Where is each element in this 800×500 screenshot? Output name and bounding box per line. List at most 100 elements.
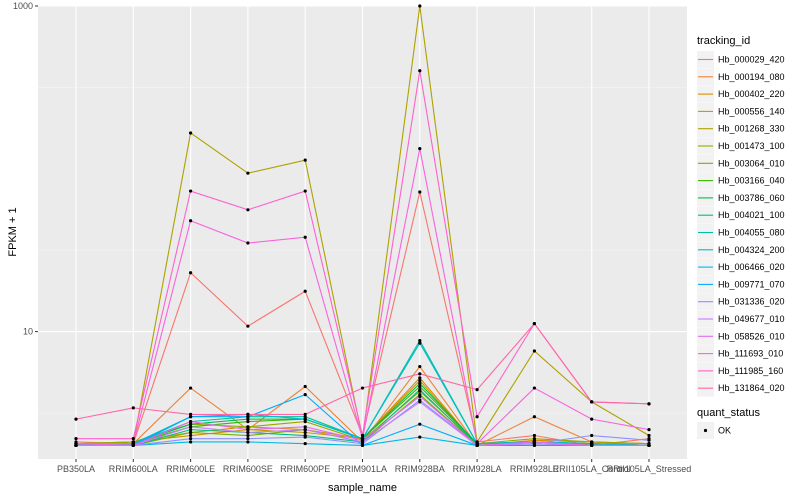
x-axis: PB350LA RRIM600LA RRIM600LE RRIM600SE RRIM60… [57, 459, 691, 474]
x-tick-label: RRIM928BA [395, 464, 445, 474]
legend-label: Hb_004021_100 [718, 210, 785, 220]
data-points [74, 4, 651, 447]
legend-label: Hb_000029_420 [718, 55, 785, 65]
data-point [418, 381, 422, 386]
legend-label: Hb_004055_080 [718, 228, 785, 238]
legend-label: Hb_000556_140 [718, 106, 785, 116]
data-point [246, 425, 250, 429]
legend: tracking_id Hb_000029_420 Hb_000194_080 Hb… [697, 35, 785, 397]
x-tick-label: RRIM600SE [223, 464, 273, 474]
legend-quant-status-title: quant_status [697, 407, 760, 419]
data-point [246, 430, 250, 435]
data-point [303, 430, 307, 435]
legend-label: Hb_111693_010 [718, 349, 783, 359]
data-point [246, 171, 250, 175]
data-point [360, 433, 365, 438]
data-point [189, 412, 193, 417]
y-tick-label: 10 [23, 327, 33, 337]
data-point [303, 425, 307, 429]
data-point [246, 420, 250, 424]
data-point [189, 422, 193, 426]
data-point [131, 437, 135, 441]
data-point [74, 437, 78, 441]
legend-label: Hb_003166_040 [718, 176, 785, 186]
legend-label: Hb_000402_220 [718, 89, 785, 99]
data-point [189, 131, 193, 135]
data-point [189, 386, 193, 390]
data-point [475, 388, 479, 392]
data-point [418, 190, 422, 194]
data-point [189, 189, 193, 193]
data-point [532, 321, 537, 326]
data-point [532, 415, 537, 419]
data-point [418, 147, 422, 151]
legend-label: Hb_009771_070 [718, 279, 785, 289]
x-tick-label: RRIM600LA [109, 464, 158, 474]
legend-label: Hb_003064_010 [718, 158, 785, 168]
data-point [303, 417, 307, 421]
legend-label: Hb_006466_020 [718, 262, 785, 272]
y-axis-title: FPKM + 1 [7, 207, 19, 256]
data-point [418, 394, 422, 398]
data-point [532, 349, 537, 353]
data-point [418, 376, 422, 380]
legend-title: tracking_id [697, 35, 750, 47]
data-point [418, 379, 422, 383]
data-point [246, 433, 250, 438]
data-point [189, 440, 193, 444]
data-point [246, 440, 250, 444]
data-point [189, 433, 193, 438]
data-point [303, 384, 307, 389]
data-point [246, 208, 250, 212]
data-point [131, 406, 135, 410]
legend-quant-status: quant_status OK [697, 407, 760, 439]
data-point [590, 433, 594, 438]
x-tick-label: RRII105LA_Control [553, 464, 631, 474]
data-point [303, 428, 307, 432]
data-point [189, 425, 193, 429]
data-point [590, 443, 594, 447]
x-tick-label: RRIM901LA [338, 464, 387, 474]
data-point [303, 442, 307, 446]
data-point [647, 433, 651, 438]
legend-label: Hb_058526_010 [718, 331, 785, 341]
legend-label: Hb_004324_200 [718, 245, 785, 255]
data-point [303, 435, 307, 439]
data-point [303, 420, 307, 424]
data-point [418, 341, 422, 345]
legend-label: Hb_003786_060 [718, 193, 785, 203]
data-point [189, 415, 193, 419]
data-point [131, 442, 135, 446]
legend-label: Hb_031336_020 [718, 297, 785, 307]
legend-label: Hb_131864_020 [718, 383, 785, 393]
data-point [475, 415, 479, 419]
data-point [647, 438, 651, 442]
data-point [189, 437, 193, 441]
data-point [246, 428, 250, 432]
data-point [418, 400, 422, 404]
x-tick-label: PB350LA [57, 464, 95, 474]
data-point [189, 430, 193, 435]
data-point [246, 415, 250, 419]
x-tick-label: RRIM928LE [510, 464, 559, 474]
legend-label: Hb_049677_010 [718, 314, 785, 324]
data-point [246, 412, 250, 417]
data-point [303, 235, 307, 239]
data-point [246, 324, 250, 328]
data-point [418, 69, 422, 73]
data-point [189, 271, 193, 275]
data-point [418, 339, 422, 343]
data-point [418, 364, 422, 369]
data-point [590, 400, 594, 404]
data-point [418, 372, 422, 376]
x-axis-title: sample_name [328, 482, 397, 494]
data-point [189, 428, 193, 432]
data-point [303, 412, 307, 417]
data-point [303, 393, 307, 397]
data-point [647, 428, 651, 432]
x-tick-label: RRII105LA_Stressed [607, 464, 692, 474]
data-point [590, 417, 594, 421]
data-point [303, 415, 307, 419]
legend-key-point [703, 428, 708, 433]
